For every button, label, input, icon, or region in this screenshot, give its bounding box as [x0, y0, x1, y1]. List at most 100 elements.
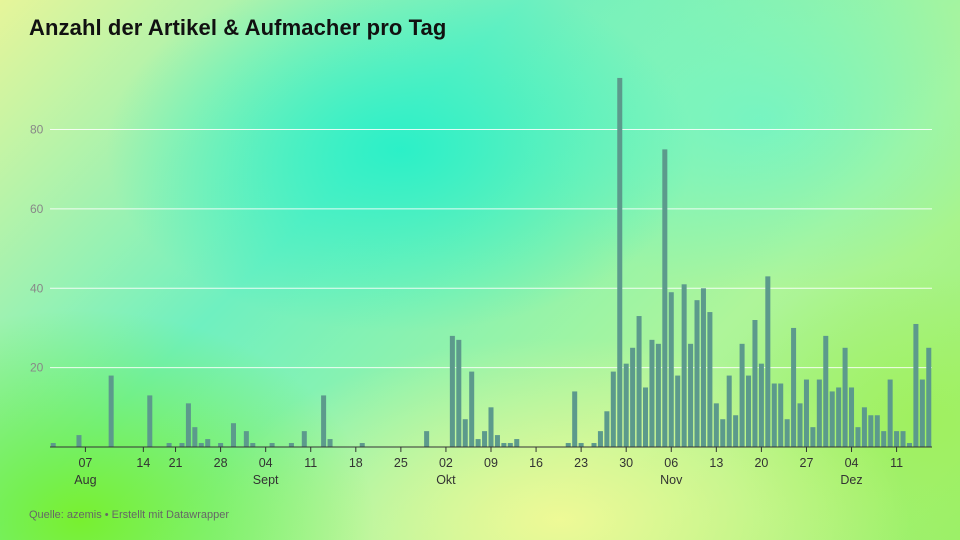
x-tick-label: 09	[484, 456, 498, 470]
bar	[597, 431, 603, 447]
bar	[694, 300, 700, 447]
bar	[771, 383, 777, 447]
x-tick-label: 18	[349, 456, 363, 470]
y-axis-labels: 20 40 60 80	[30, 123, 44, 375]
bar	[926, 347, 932, 447]
x-tick-label: 02	[439, 456, 453, 470]
x-month-label: Dez	[840, 473, 862, 487]
bar	[765, 276, 771, 447]
x-tick-label: 25	[394, 456, 408, 470]
bar	[572, 391, 578, 447]
bar	[906, 443, 912, 447]
source-text: Quelle: azemis	[29, 509, 102, 521]
x-tick-label: 04	[845, 456, 859, 470]
bar	[475, 439, 481, 447]
bar	[623, 363, 629, 447]
bar	[900, 431, 906, 447]
bar	[501, 443, 507, 447]
bar	[514, 439, 520, 447]
bar	[887, 379, 893, 447]
bar	[469, 371, 475, 447]
bar	[250, 443, 256, 447]
bar	[424, 431, 430, 447]
y-tick-label: 40	[30, 281, 44, 295]
bar	[713, 403, 719, 447]
y-tick-label: 20	[30, 361, 44, 375]
bar	[604, 411, 610, 447]
bar	[849, 387, 855, 447]
bar	[643, 387, 649, 447]
bar	[803, 379, 809, 447]
x-tick-label: 28	[214, 456, 228, 470]
bar	[668, 292, 674, 447]
x-tick-label: 06	[664, 456, 678, 470]
bar	[166, 443, 172, 447]
bar	[752, 320, 758, 447]
bar	[269, 443, 275, 447]
source-separator: •	[104, 509, 109, 521]
x-tick-label: 04	[259, 456, 273, 470]
x-tick-label: 11	[890, 456, 903, 470]
credit-text: Erstellt mit Datawrapper	[111, 509, 229, 521]
bar	[720, 419, 726, 447]
bar	[913, 323, 919, 447]
bar	[836, 387, 842, 447]
bar	[359, 443, 365, 447]
bar	[649, 339, 655, 447]
bar	[205, 439, 211, 447]
bar	[488, 407, 494, 447]
bar	[733, 415, 739, 447]
bar	[456, 339, 462, 447]
bar	[147, 395, 153, 447]
x-tick-label: 14	[136, 456, 150, 470]
bar	[630, 347, 636, 447]
bar	[681, 284, 687, 447]
x-month-label: Okt	[436, 473, 456, 487]
bar	[243, 431, 249, 447]
bar	[842, 347, 848, 447]
x-month-label: Nov	[660, 473, 683, 487]
bar	[507, 443, 513, 447]
bar	[192, 427, 198, 447]
x-tick-label: 13	[709, 456, 723, 470]
x-tick-label: 21	[169, 456, 183, 470]
bar	[617, 77, 623, 447]
bar	[578, 443, 584, 447]
bar	[919, 379, 925, 447]
bar	[700, 288, 706, 447]
x-month-label: Sept	[253, 473, 279, 487]
x-tick-label: 27	[800, 456, 814, 470]
bar	[791, 327, 797, 447]
bar	[655, 343, 661, 447]
bar	[50, 443, 56, 447]
bar	[462, 419, 468, 447]
bar	[218, 443, 224, 447]
bar	[198, 443, 204, 447]
bar	[321, 395, 327, 447]
bar	[746, 375, 752, 447]
y-tick-label: 80	[30, 123, 44, 137]
bar	[610, 371, 616, 447]
bar	[185, 403, 191, 447]
bar	[494, 435, 500, 447]
bar	[855, 427, 861, 447]
x-tick-label: 20	[754, 456, 768, 470]
bar	[675, 375, 681, 447]
bar	[823, 335, 829, 447]
x-tick-label: 16	[529, 456, 543, 470]
bar	[881, 431, 887, 447]
bar	[636, 316, 642, 447]
bar	[797, 403, 803, 447]
bar	[726, 375, 732, 447]
x-axis-labels: 07 Aug 14 21 28 04 Sept 11 18 25 02 Okt 09 16 23 30 06 No…	[74, 447, 903, 487]
bar	[688, 343, 694, 447]
bar	[327, 439, 333, 447]
bar	[76, 435, 82, 447]
x-tick-label: 11	[304, 456, 317, 470]
x-tick-label: 30	[619, 456, 633, 470]
bar	[861, 407, 867, 447]
source-footer: Quelle: azemis • Erstellt mit Datawrapper	[29, 509, 229, 521]
bar	[784, 419, 790, 447]
x-tick-label: 23	[574, 456, 588, 470]
gridlines	[50, 129, 932, 369]
